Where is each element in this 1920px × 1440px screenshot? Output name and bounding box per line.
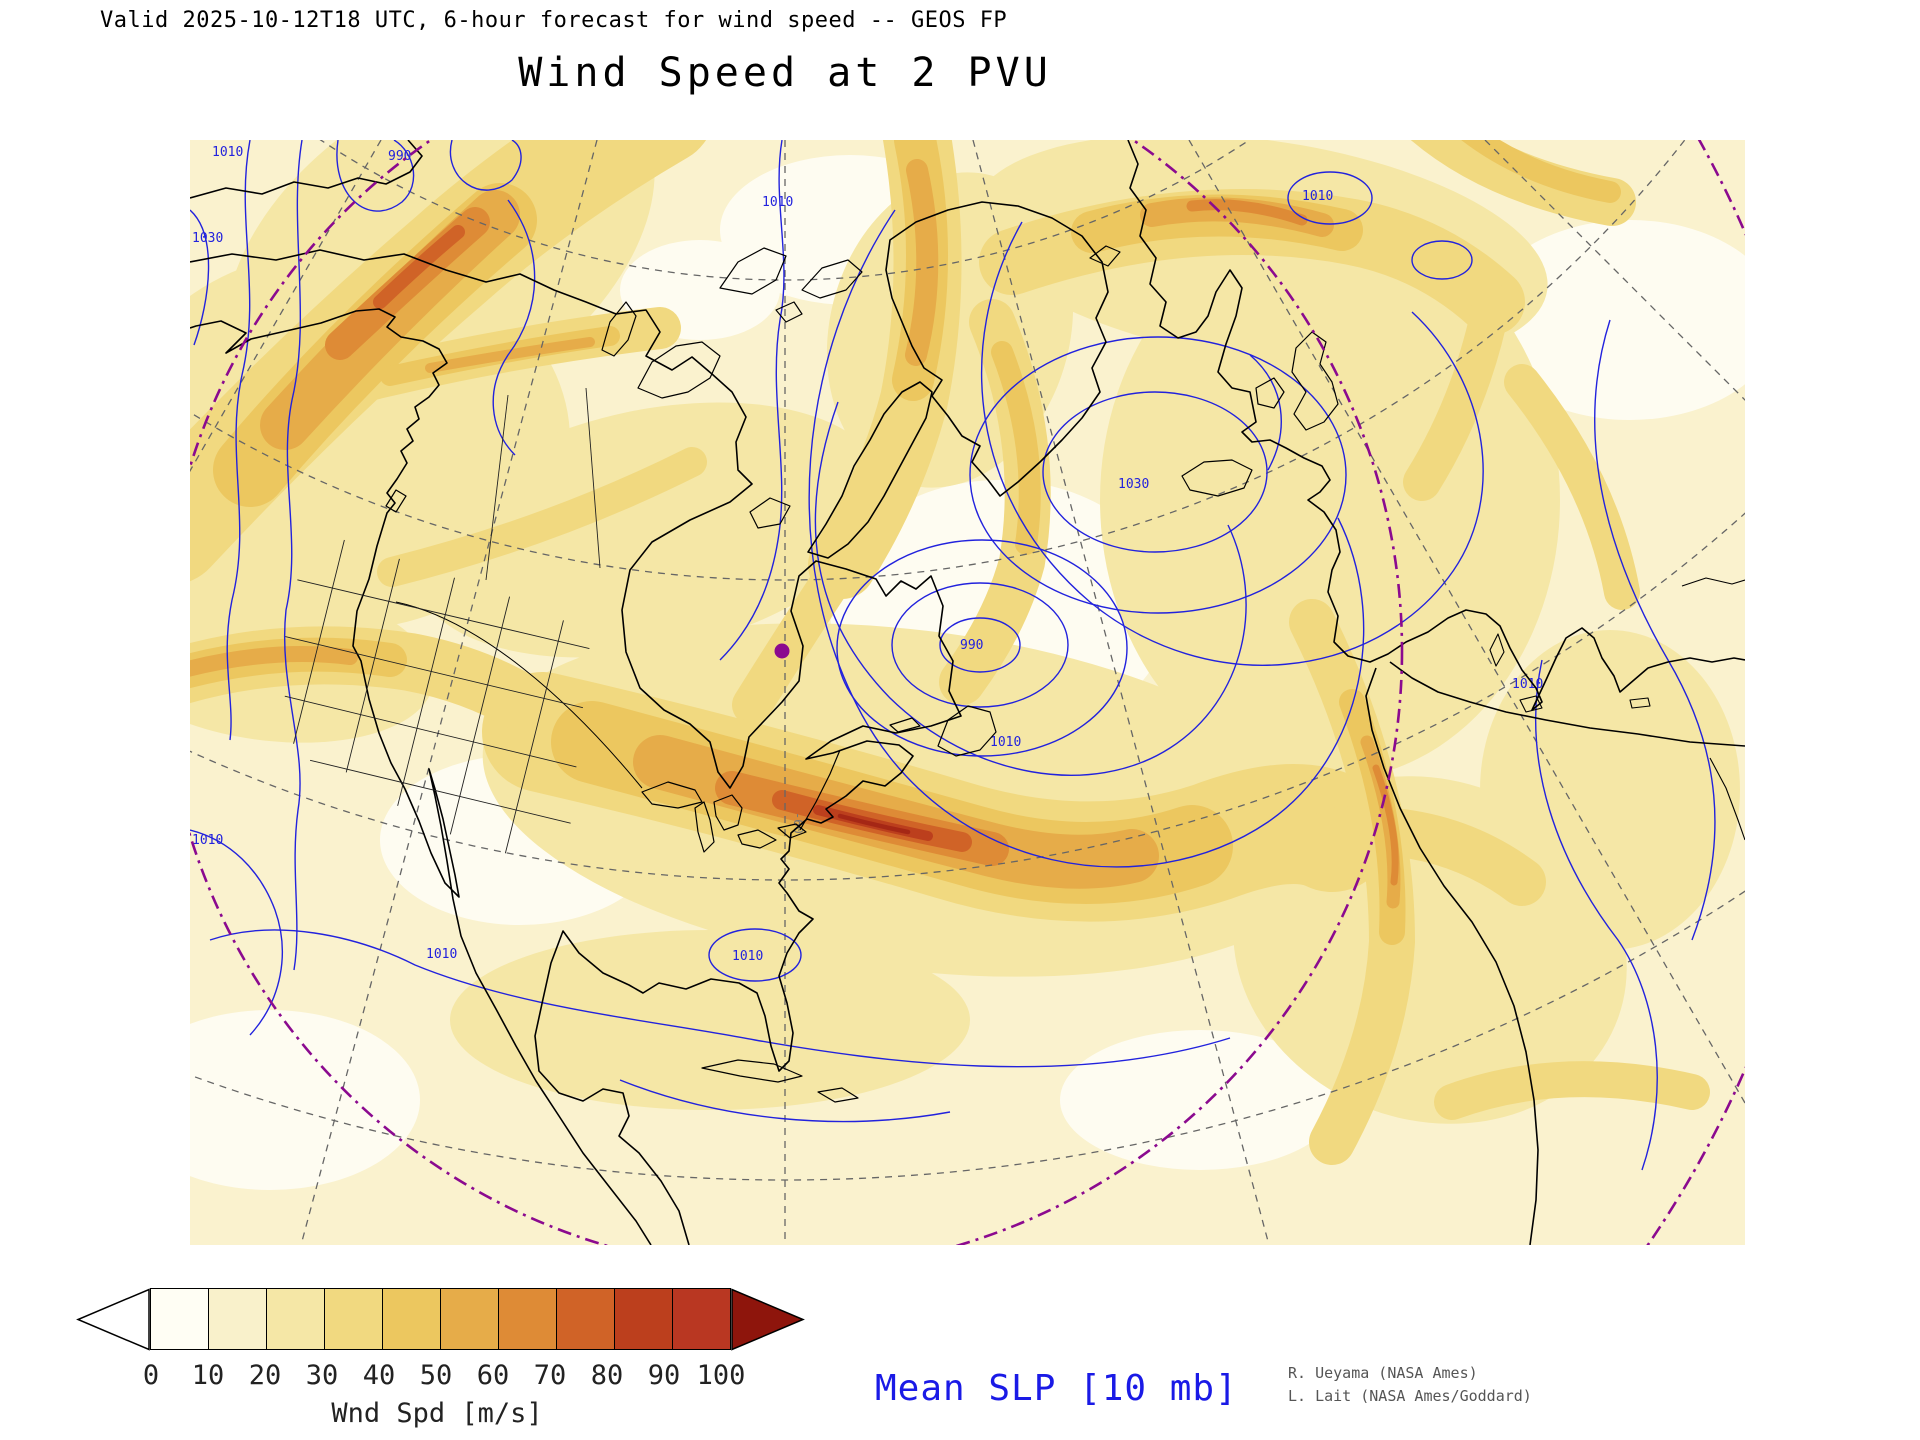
colorbar-label: Wnd Spd [m/s] bbox=[331, 1398, 543, 1429]
colorbar-tick-label: 20 bbox=[248, 1360, 282, 1391]
colorbar-under-arrow bbox=[76, 1288, 150, 1351]
colorbar-cell bbox=[673, 1289, 730, 1349]
colorbar-over-arrow-shape bbox=[731, 1288, 805, 1351]
colorbar-ticks: 0 10 20 30 40 50 60 70 80 90 100 bbox=[143, 1360, 746, 1392]
coastline-north-america bbox=[190, 249, 962, 1245]
colorbar-tick-label: 10 bbox=[191, 1360, 225, 1391]
colorbar-cell bbox=[325, 1289, 383, 1349]
mean-slp-legend: Mean SLP [10 mb] bbox=[875, 1368, 1238, 1409]
coastline-europe bbox=[1127, 140, 1745, 711]
map-panel: -60 1010 990 1030 1010 1030 990 101 bbox=[190, 140, 1745, 1245]
wind-fill-level9 bbox=[837, 813, 911, 835]
credit-line: R. Ueyama (NASA Ames) bbox=[1288, 1364, 1478, 1382]
slp-label: 1010 bbox=[1512, 677, 1543, 692]
colorbar-tick-label: 100 bbox=[696, 1360, 746, 1391]
slp-contours bbox=[190, 140, 1716, 1171]
colorbar: 0 10 20 30 40 50 60 70 80 90 100 Wnd Spd [m/s] bbox=[75, 1288, 806, 1429]
slp-label: 990 bbox=[388, 149, 411, 164]
slp-label: 1010 bbox=[732, 949, 763, 964]
terminator-circles bbox=[190, 140, 1745, 1245]
slp-label: 1010 bbox=[192, 833, 223, 848]
page-title: Wind Speed at 2 PVU bbox=[518, 50, 1052, 96]
colorbar-tick-label: 30 bbox=[305, 1360, 339, 1391]
coastline-west-africa bbox=[1365, 667, 1539, 1245]
state-borders bbox=[284, 539, 590, 854]
coastline-caribbean bbox=[385, 489, 859, 1103]
colorbar-tick-label: 60 bbox=[476, 1360, 510, 1391]
coastline-baffin bbox=[807, 381, 933, 559]
colorbar-cell bbox=[557, 1289, 615, 1349]
credit-line: L. Lait (NASA Ames/Goddard) bbox=[1288, 1387, 1532, 1405]
slp-contour-labels: 1010 990 1030 1010 1030 990 1010 1010 10… bbox=[192, 145, 1543, 964]
colorbar-cell bbox=[209, 1289, 267, 1349]
slp-label: 1030 bbox=[192, 231, 223, 246]
slp-label: 1010 bbox=[212, 145, 243, 160]
coastline-pacific-mexico bbox=[190, 308, 652, 1245]
colorbar-under-arrow-shape bbox=[76, 1288, 150, 1351]
coastline-north-africa bbox=[1389, 661, 1745, 747]
us-canada-border bbox=[395, 601, 643, 789]
credits: R. Ueyama (NASA Ames) L. Lait (NASA Ames… bbox=[1288, 1362, 1532, 1408]
slp-label: 1010 bbox=[426, 947, 457, 962]
coastline-greenland bbox=[885, 201, 1109, 497]
slp-label: 1010 bbox=[990, 735, 1021, 750]
great-lakes bbox=[641, 749, 841, 853]
colorbar-tick-label: 50 bbox=[419, 1360, 453, 1391]
valid-line: Valid 2025-10-12T18 UTC, 6-hour forecast… bbox=[100, 8, 1008, 33]
province-borders bbox=[485, 387, 601, 581]
graticule bbox=[190, 140, 1745, 1245]
colorbar-tick-label: 0 bbox=[142, 1360, 160, 1391]
coastlines bbox=[190, 140, 1745, 1245]
weather-map: -60 1010 990 1030 1010 1030 990 101 bbox=[190, 140, 1745, 1245]
colorbar-tick-label: 80 bbox=[590, 1360, 624, 1391]
slp-label: 1010 bbox=[762, 195, 793, 210]
colorbar-cell bbox=[441, 1289, 499, 1349]
colorbar-tick-label: 40 bbox=[362, 1360, 396, 1391]
colorbar-cells bbox=[150, 1288, 731, 1350]
coastline-chukotka bbox=[190, 140, 423, 199]
slp-label: 990 bbox=[960, 638, 983, 653]
colorbar-tick-label: 70 bbox=[533, 1360, 567, 1391]
coastline-atlantic-islands bbox=[889, 245, 1339, 757]
slp-label: 1010 bbox=[1302, 189, 1333, 204]
colorbar-over-arrow bbox=[731, 1288, 805, 1351]
colorbar-cell bbox=[615, 1289, 673, 1349]
colorbar-cell bbox=[267, 1289, 325, 1349]
colorbar-cell bbox=[151, 1289, 209, 1349]
terminator-center-dot bbox=[774, 643, 790, 659]
slp-label: 1030 bbox=[1118, 477, 1149, 492]
colorbar-cell bbox=[499, 1289, 557, 1349]
colorbar-tick-label: 90 bbox=[647, 1360, 681, 1391]
colorbar-cell bbox=[383, 1289, 441, 1349]
wind-speed-fill bbox=[190, 140, 1745, 1245]
coastline-arctic-islands bbox=[601, 247, 863, 529]
coastline-mediterranean-islands bbox=[1489, 577, 1745, 841]
